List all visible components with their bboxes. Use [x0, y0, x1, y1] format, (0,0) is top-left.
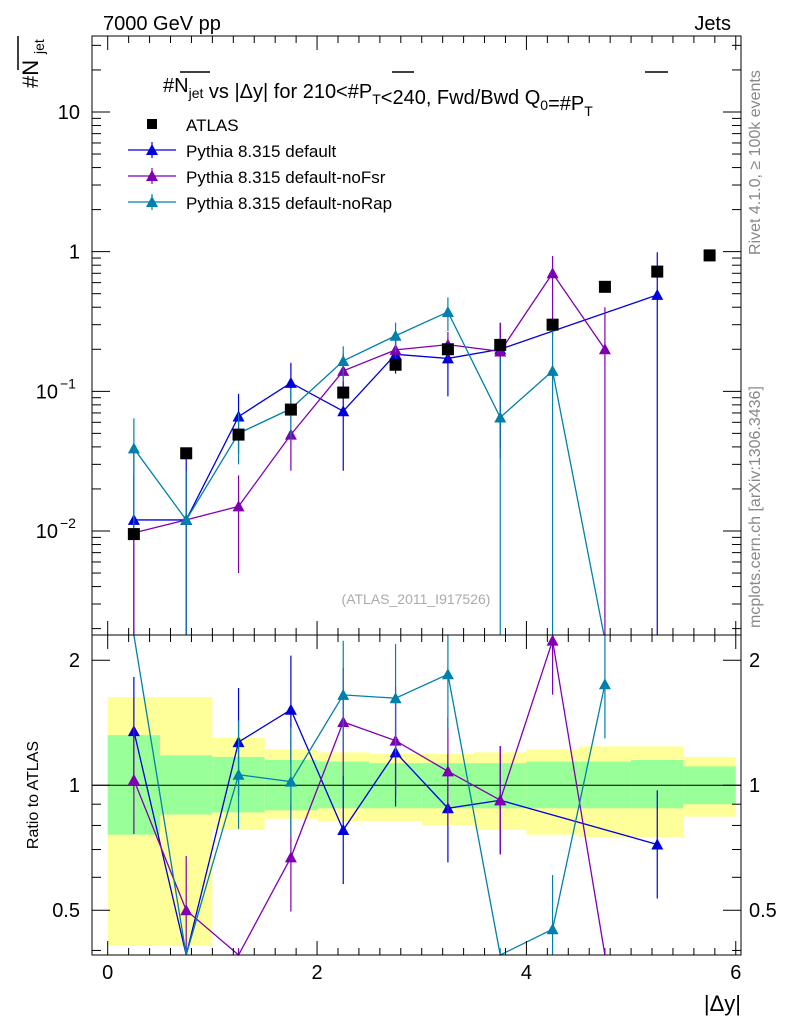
series-point [127, 442, 140, 454]
rivet-version-label: Rivet 4.1.0, ≥ 100k events [747, 70, 764, 255]
atlas-data-point [232, 428, 245, 441]
ratio-tick-label-left: 1 [69, 775, 80, 797]
series-point [598, 343, 611, 355]
ratio-tick-label-left: 2 [69, 650, 80, 672]
atlas-data-point [441, 343, 454, 356]
atlas-data-point [703, 249, 716, 262]
atlas-data-point [651, 265, 664, 278]
y-tick-label: 1 [69, 242, 80, 264]
ratio-point [337, 824, 350, 836]
chart-title-part: #N [163, 75, 189, 97]
ratio-point [284, 851, 297, 863]
series-point [337, 354, 350, 366]
ratio-tick-label-left: 0.5 [52, 900, 80, 922]
series-point [494, 411, 507, 423]
ratio-plot-frame [91, 634, 742, 956]
atlas-data-point [546, 318, 559, 331]
atlas-data-point [180, 447, 193, 460]
series-point [546, 267, 559, 279]
series-point [389, 329, 402, 341]
ratio-point [441, 765, 454, 777]
chart-title-part: vs |Δy| for 210<#P [203, 81, 372, 103]
y-tick-label: 10 [58, 102, 80, 124]
x-axis-label: |Δy| [704, 991, 741, 1016]
y-axis-label: #N jet [17, 36, 47, 88]
ratio-point [598, 678, 611, 690]
y-tick-label: 10 [36, 381, 58, 403]
ratio-point [494, 794, 507, 806]
ratio-tick-label-right: 1 [749, 775, 760, 797]
legend-entry: Pythia 8.315 default-noRap [186, 194, 392, 213]
series-point [546, 364, 559, 376]
legend-marker [146, 170, 158, 181]
series-line [133, 311, 605, 635]
atlas-data-point [337, 386, 350, 399]
ratio-point [651, 838, 664, 850]
chart-title-part: T [584, 103, 593, 119]
analysis-watermark: (ATLAS_2011_I917526) [342, 591, 491, 607]
series-point [284, 376, 297, 388]
header-energy-label: 7000 GeV pp [103, 13, 221, 35]
chart-title-text: #Njet vs |Δy| for 210<#PT<240, Fwd/Bwd Q… [163, 75, 593, 119]
ratio-tick-label-right: 0.5 [749, 900, 777, 922]
legend-entry: Pythia 8.315 default [186, 142, 337, 161]
y-axis-label-sub: jet [31, 39, 47, 55]
chart-title: #Njet vs |Δy| for 210<#PT<240, Fwd/Bwd Q… [163, 71, 668, 119]
x-tick-label: 6 [730, 962, 741, 984]
atlas-data-point [598, 280, 611, 293]
ratio-point [284, 703, 297, 715]
ratio-tick-label-right: 2 [749, 650, 760, 672]
y-tick-label-exp: −1 [60, 375, 76, 391]
series-point [337, 405, 350, 417]
legend-marker [146, 144, 158, 155]
ratio-point [180, 904, 193, 916]
ratio-point [127, 773, 140, 785]
ratio-point [546, 634, 559, 646]
x-tick-label: 4 [521, 962, 532, 984]
legend-entry: ATLAS [186, 116, 239, 135]
legend-marker [146, 196, 158, 207]
series-point [232, 500, 245, 512]
chart-title-part: =#P [548, 93, 584, 115]
ratio-point [441, 668, 454, 680]
x-tick-label: 2 [311, 962, 322, 984]
series-point [441, 305, 454, 317]
atlas-data-point [389, 358, 402, 371]
chart-title-part: <240, Fwd/Bwd Q [381, 87, 541, 109]
atlas-data-point [494, 338, 507, 351]
header-jets-label: Jets [694, 13, 731, 35]
series-line [133, 272, 606, 534]
ratio-point [232, 768, 245, 780]
atlas-data-point [284, 403, 297, 416]
ratio-point [389, 692, 402, 704]
ratio-point [546, 923, 559, 935]
y-tick-label-exp: −2 [60, 515, 76, 531]
ratio-point [284, 775, 297, 787]
series-point [651, 288, 664, 300]
chart-title-part: jet [188, 85, 204, 101]
y-tick-label: 10 [36, 521, 58, 543]
legend-entry: Pythia 8.315 default-noFsr [186, 168, 386, 187]
chart-title-part: T [372, 91, 381, 107]
legend-marker-atlas [147, 119, 157, 129]
ratio-line [133, 640, 606, 957]
series-point [180, 513, 193, 525]
series-point [494, 345, 507, 357]
x-tick-label: 0 [102, 962, 113, 984]
ratio-axis-label: Ratio to ATLAS [25, 741, 42, 849]
ratio-point [337, 688, 350, 700]
mcplots-label: mcplots.cern.ch [arXiv:1306.3436] [747, 386, 764, 628]
chart-title-part: 0 [540, 97, 548, 113]
atlas-data-point [127, 528, 140, 541]
y-axis-label-main: #N [18, 60, 43, 88]
